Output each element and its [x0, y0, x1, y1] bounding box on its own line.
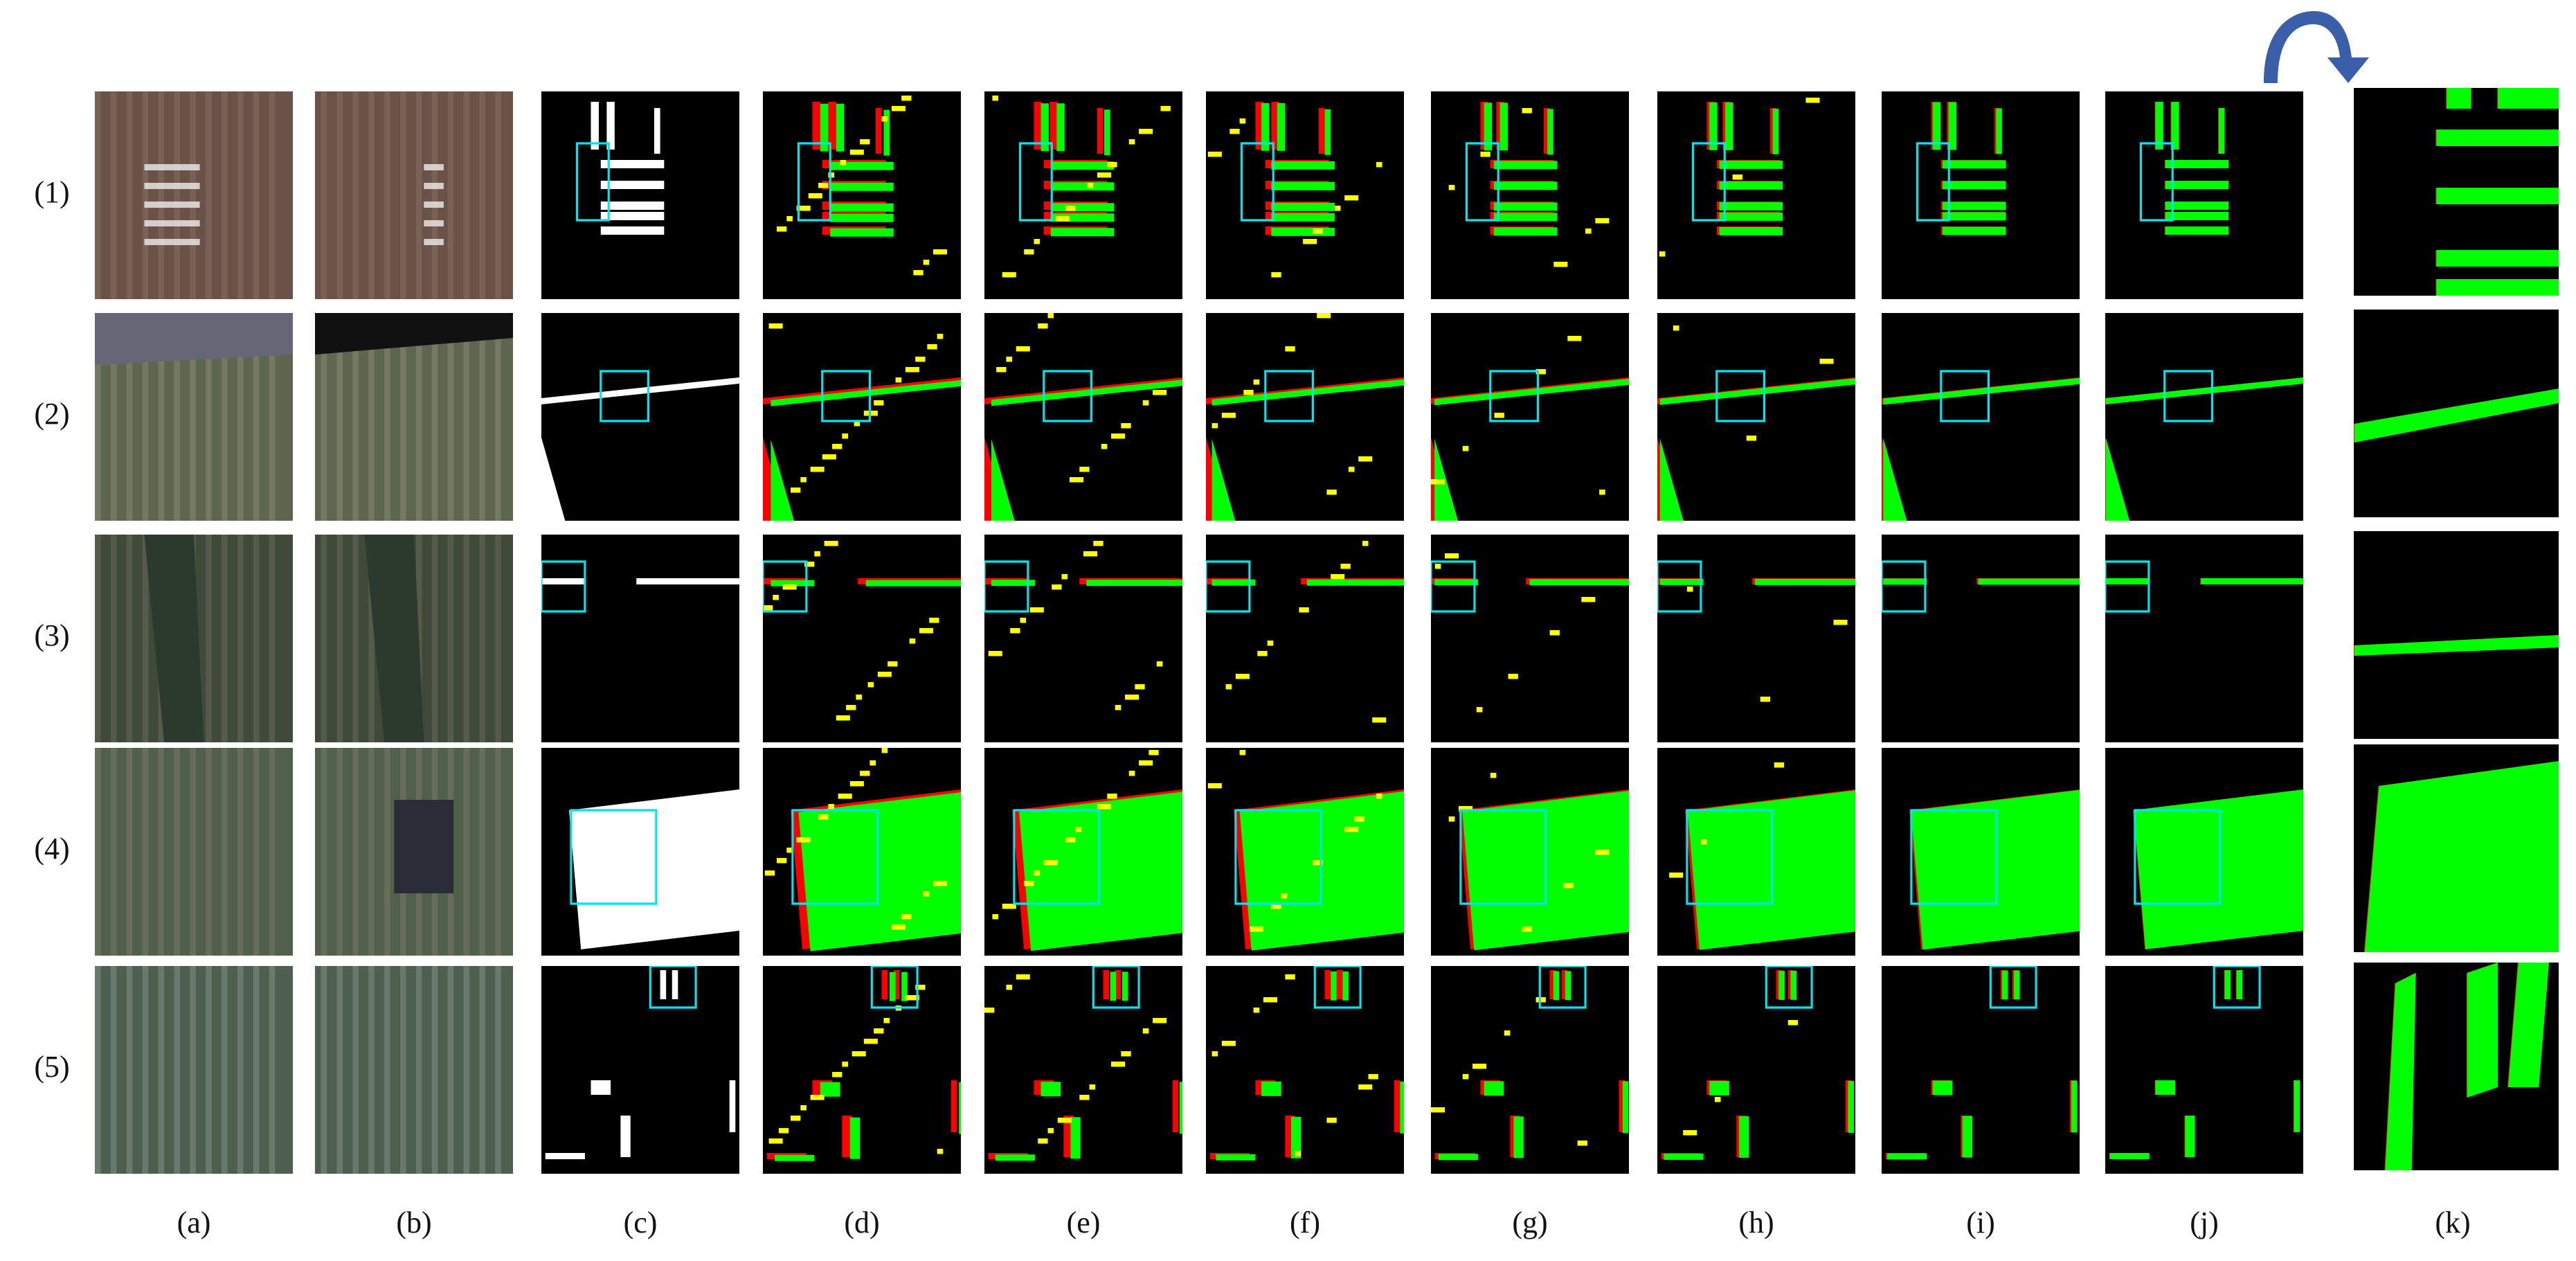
zoomed-detail	[2354, 310, 2559, 517]
prediction-map	[1206, 748, 1404, 956]
prediction-map	[984, 91, 1182, 299]
prediction-map	[1882, 535, 2080, 742]
curved-arrow-icon	[2264, 11, 2369, 83]
prediction-map	[2105, 535, 2303, 742]
prediction-map	[763, 313, 961, 521]
satellite-image	[315, 748, 513, 956]
prediction-map	[1431, 91, 1629, 299]
zoomed-detail	[2354, 963, 2559, 1170]
prediction-map	[763, 91, 961, 299]
prediction-map	[1657, 313, 1855, 521]
column-label: (g)	[1512, 1206, 1548, 1240]
column-label: (d)	[844, 1206, 880, 1240]
prediction-map	[1206, 535, 1404, 742]
prediction-map	[1431, 748, 1629, 956]
row-label: (4)	[34, 832, 70, 866]
column-label: (b)	[396, 1206, 432, 1240]
ground-truth-mask	[541, 91, 739, 299]
ground-truth-mask	[541, 966, 739, 1174]
prediction-map	[1657, 535, 1855, 742]
row-label: (5)	[34, 1050, 70, 1084]
column-label: (c)	[623, 1206, 658, 1240]
prediction-map	[1657, 748, 1855, 956]
zoomed-detail	[2354, 531, 2559, 739]
prediction-map	[1882, 966, 2080, 1174]
prediction-map	[1657, 966, 1855, 1174]
prediction-map	[1206, 91, 1404, 299]
satellite-image	[315, 535, 513, 742]
prediction-map	[2105, 91, 2303, 299]
prediction-map	[984, 966, 1182, 1174]
prediction-map	[2105, 748, 2303, 956]
satellite-image	[95, 91, 293, 299]
column-label: (i)	[1966, 1206, 1995, 1240]
row-label: (1)	[34, 175, 70, 209]
prediction-map	[1206, 966, 1404, 1174]
satellite-image	[315, 966, 513, 1174]
prediction-map	[2105, 313, 2303, 521]
column-label: (k)	[2435, 1206, 2471, 1240]
zoomed-detail	[2354, 88, 2559, 296]
column-label: (f)	[1290, 1206, 1320, 1240]
prediction-map	[984, 313, 1182, 521]
ground-truth-mask	[541, 535, 739, 742]
column-label: (j)	[2190, 1206, 2219, 1240]
zoomed-detail	[2354, 744, 2559, 952]
prediction-map	[2105, 966, 2303, 1174]
prediction-map	[1431, 313, 1629, 521]
satellite-image	[95, 748, 293, 956]
satellite-image	[95, 313, 293, 521]
prediction-map	[763, 966, 961, 1174]
ground-truth-mask	[541, 748, 739, 956]
row-label: (3)	[34, 618, 70, 652]
column-label: (e)	[1066, 1206, 1101, 1240]
prediction-map	[763, 535, 961, 742]
prediction-map	[984, 535, 1182, 742]
column-label: (h)	[1738, 1206, 1774, 1240]
prediction-map	[1431, 535, 1629, 742]
satellite-image	[315, 91, 513, 299]
prediction-map	[1882, 313, 2080, 521]
satellite-image	[95, 535, 293, 742]
satellite-image	[95, 966, 293, 1174]
row-label: (2)	[34, 397, 70, 431]
prediction-map	[1882, 748, 2080, 956]
column-label: (a)	[177, 1206, 211, 1240]
ground-truth-mask	[541, 313, 739, 521]
prediction-map	[1431, 966, 1629, 1174]
prediction-map	[1657, 91, 1855, 299]
prediction-map	[1882, 91, 2080, 299]
prediction-map	[763, 748, 961, 956]
prediction-map	[1206, 313, 1404, 521]
prediction-map	[984, 748, 1182, 956]
satellite-image	[315, 313, 513, 521]
